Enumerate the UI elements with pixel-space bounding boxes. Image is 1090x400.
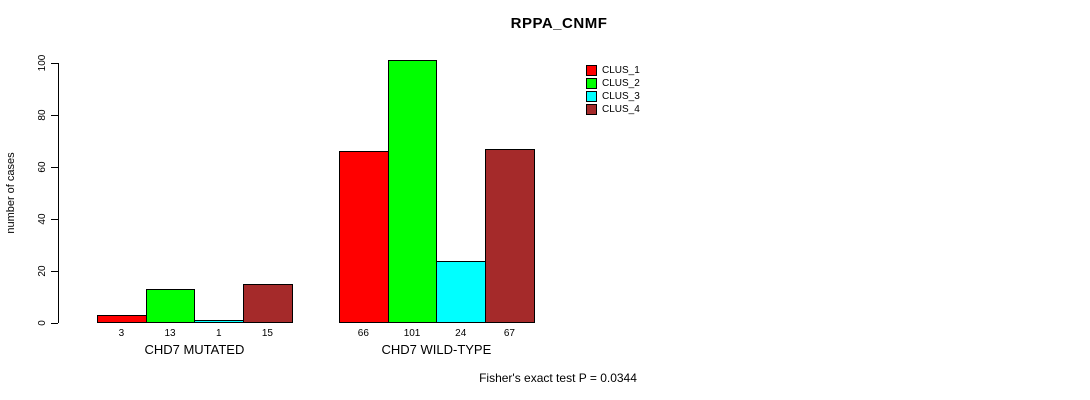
bar-value-label: 66 (357, 328, 369, 339)
y-axis-tick (51, 219, 58, 220)
legend-label: CLUS_3 (602, 91, 640, 102)
legend-item: CLUS_1 (586, 65, 640, 76)
y-axis-tick (51, 167, 58, 168)
bar-clus_3-group-1 (194, 320, 245, 323)
legend-item: CLUS_3 (586, 91, 640, 102)
y-axis-tick (51, 271, 58, 272)
bar-value-label: 67 (503, 328, 515, 339)
bar-clus_4-group-1 (243, 284, 293, 323)
bar-value-label: 15 (261, 328, 273, 339)
bar-clus_4-group-2 (485, 148, 535, 323)
legend-swatch-clus_3 (586, 91, 597, 102)
bar-clus_1-group-2 (339, 151, 389, 323)
bar-value-label: 101 (403, 328, 421, 339)
bar-value-label: 3 (118, 328, 125, 339)
legend: CLUS_1 CLUS_2 CLUS_3 CLUS_4 (586, 65, 640, 115)
y-axis-tick-label: 60 (37, 161, 48, 173)
legend-item: CLUS_2 (586, 78, 640, 89)
legend-label: CLUS_4 (602, 104, 640, 115)
legend-swatch-clus_1 (586, 65, 597, 76)
y-axis-line (58, 63, 59, 323)
legend-label: CLUS_1 (602, 65, 640, 76)
annotation-fisher-test: Fisher's exact test P = 0.0344 (479, 371, 637, 385)
y-axis-tick-label: 20 (37, 265, 48, 277)
x-axis-group-label: CHD7 MUTATED (144, 342, 245, 357)
legend-label: CLUS_2 (602, 78, 640, 89)
legend-swatch-clus_2 (586, 78, 597, 89)
y-axis-tick-label: 40 (37, 213, 48, 225)
y-axis-tick-label: 0 (37, 320, 48, 326)
y-axis-tick-label: 80 (37, 109, 48, 121)
y-axis-tick-label: 100 (37, 54, 48, 72)
bar-value-label: 13 (164, 328, 176, 339)
bar-clus_1-group-1 (97, 315, 147, 323)
chart-title: RPPA_CNMF (510, 15, 608, 32)
bar-value-label: 1 (215, 328, 222, 339)
x-axis-group-label: CHD7 WILD-TYPE (381, 342, 492, 357)
bar-clus_3-group-2 (436, 260, 487, 323)
y-axis-tick (51, 115, 58, 116)
bar-clus_2-group-1 (145, 289, 196, 323)
y-axis-tick (51, 63, 58, 64)
bar-value-label: 24 (455, 328, 467, 339)
y-axis-tick (51, 323, 58, 324)
bar-clus_2-group-2 (387, 60, 438, 323)
legend-swatch-clus_4 (586, 104, 597, 115)
legend-item: CLUS_4 (586, 104, 640, 115)
